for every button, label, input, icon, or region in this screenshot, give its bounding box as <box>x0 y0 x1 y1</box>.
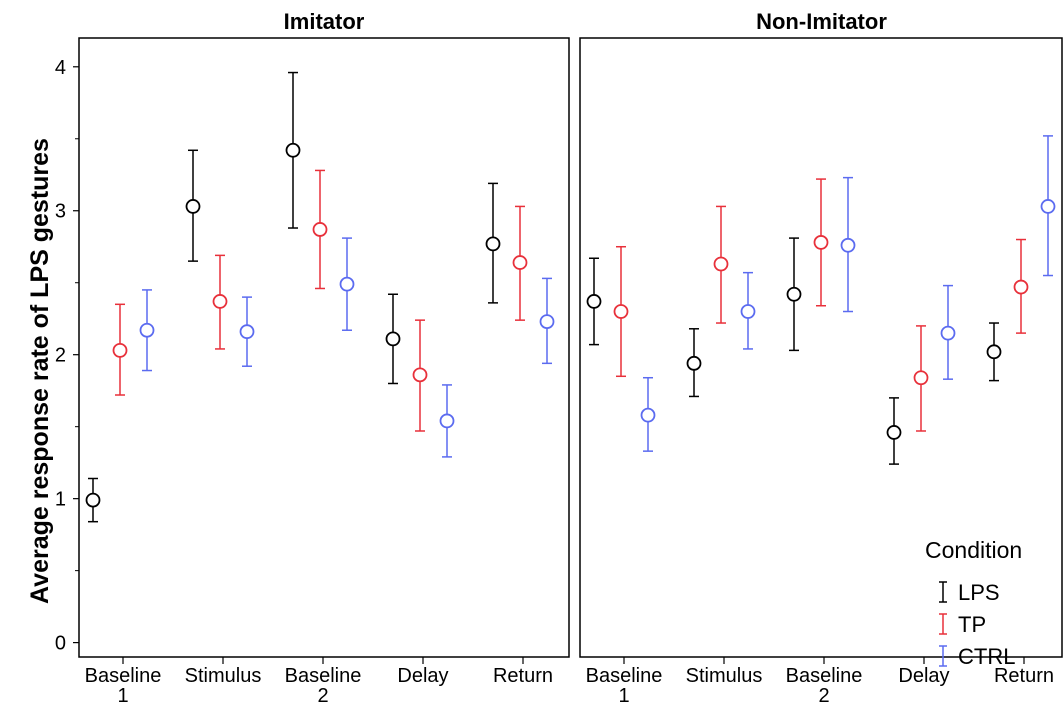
mean-point-tp <box>813 235 829 250</box>
panel-title: Non-Imitator <box>756 9 887 34</box>
mean-point-tp <box>312 222 328 237</box>
error-bar-tp <box>913 325 929 432</box>
y-tick-label: 3 <box>55 201 66 223</box>
error-bar-ctrl <box>239 296 255 367</box>
error-bar-tp <box>1013 238 1029 334</box>
legend-marker-tp <box>939 613 947 635</box>
error-bar-ctrl <box>940 284 956 380</box>
x-tick-label: 1 <box>117 685 128 707</box>
y-axis-label: Average response rate of LPS gestures <box>26 138 54 604</box>
error-bar-lps <box>986 322 1002 382</box>
mean-point-tp <box>913 370 929 386</box>
x-tick-label: 2 <box>317 685 328 707</box>
legend: Condition LPS TP CTRL <box>925 537 1022 669</box>
error-bar-lps <box>586 257 602 346</box>
mean-point-tp <box>1013 279 1029 295</box>
error-bar-tp <box>813 178 829 307</box>
mean-point-lps <box>586 294 602 309</box>
mean-point-lps <box>986 344 1002 360</box>
error-bar-lps <box>886 397 902 465</box>
legend-marker-ctrl <box>939 645 947 667</box>
x-tick-label: Stimulus <box>185 665 262 687</box>
mean-point-tp <box>713 256 729 272</box>
mean-point-lps <box>886 425 902 440</box>
mean-point-tp <box>112 342 128 358</box>
panel-title: Imitator <box>284 9 365 34</box>
error-bar-tp <box>412 319 428 432</box>
x-tick-label: 2 <box>818 685 829 707</box>
mean-point-ctrl <box>840 237 856 253</box>
error-bar-ctrl <box>139 289 155 372</box>
error-bar-lps <box>686 328 702 398</box>
mean-point-tp <box>512 255 528 270</box>
error-bar-tp <box>312 169 328 290</box>
mean-point-lps <box>85 492 101 508</box>
x-tick-label: Return <box>994 665 1054 687</box>
mean-point-lps <box>285 142 301 158</box>
panel-frame <box>579 37 1063 658</box>
legend-marker-lps <box>939 581 947 603</box>
error-bar-tp <box>112 303 128 396</box>
mean-point-ctrl <box>640 407 656 423</box>
mean-point-tp <box>412 367 428 383</box>
mean-point-lps <box>485 236 501 252</box>
mean-point-lps <box>686 355 702 371</box>
panel-frame <box>78 37 570 658</box>
error-bar-lps <box>485 182 501 304</box>
y-tick-label: 2 <box>55 345 66 367</box>
error-bar-tp <box>512 205 528 321</box>
mean-point-ctrl <box>239 324 255 340</box>
error-bar-ctrl <box>640 376 656 452</box>
mean-point-ctrl <box>339 276 355 292</box>
mean-point-lps <box>385 331 401 347</box>
legend-label: CTRL <box>958 644 1015 669</box>
mean-point-lps <box>185 199 201 214</box>
error-bar-tp <box>713 205 729 324</box>
error-bar-ctrl <box>1040 135 1056 277</box>
error-bar-tp <box>613 245 629 378</box>
x-tick-label: 1 <box>618 685 629 707</box>
mean-point-ctrl <box>940 325 956 341</box>
mean-point-ctrl <box>439 413 455 429</box>
x-tick-label: Delay <box>898 665 949 687</box>
x-tick-label: Delay <box>397 665 448 687</box>
error-bar-ctrl <box>740 271 756 350</box>
y-tick-label: 4 <box>55 57 66 79</box>
error-bar-ctrl <box>339 237 355 331</box>
x-tick-label: Stimulus <box>686 665 763 687</box>
mean-point-ctrl <box>740 304 756 319</box>
error-bar-ctrl <box>840 176 856 313</box>
error-bar-lps <box>85 477 101 523</box>
y-axis: 0 1 2 3 4 <box>55 57 79 655</box>
error-bar-lps <box>185 149 201 262</box>
error-bar-lps <box>385 293 401 385</box>
x-tick-label: Baseline <box>285 665 362 687</box>
y-tick-label: 0 <box>55 633 66 655</box>
error-bar-ctrl <box>439 384 455 458</box>
mean-point-tp <box>613 304 629 319</box>
error-bar-lps <box>786 237 802 352</box>
mean-point-tp <box>212 294 228 309</box>
x-tick-label: Baseline <box>85 665 162 687</box>
y-tick-label: 1 <box>55 489 66 511</box>
error-bar-lps <box>285 71 301 229</box>
x-tick-label: Baseline <box>586 665 663 687</box>
mean-point-lps <box>786 286 802 302</box>
error-bar-ctrl <box>539 277 555 365</box>
x-tick-label: Return <box>493 665 553 687</box>
x-tick-label: Baseline <box>786 665 863 687</box>
legend-label: TP <box>958 612 986 637</box>
mean-point-ctrl <box>139 322 155 338</box>
error-bar-tp <box>212 254 228 350</box>
legend-title: Condition <box>925 537 1022 563</box>
mean-point-ctrl <box>539 314 555 329</box>
legend-label: LPS <box>958 580 1000 605</box>
mean-point-ctrl <box>1040 199 1056 214</box>
